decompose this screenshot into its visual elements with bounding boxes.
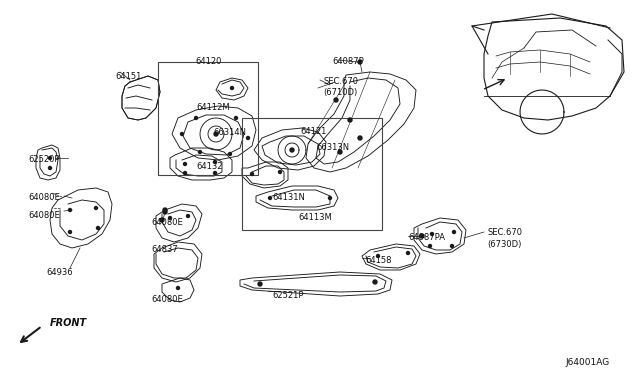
Circle shape — [348, 118, 352, 122]
Circle shape — [358, 136, 362, 140]
Text: 64080E: 64080E — [151, 295, 183, 304]
Circle shape — [269, 196, 271, 199]
Text: 64080E: 64080E — [151, 218, 183, 227]
Circle shape — [177, 286, 179, 289]
Text: 64158: 64158 — [365, 256, 392, 265]
Circle shape — [376, 254, 380, 257]
Circle shape — [97, 227, 99, 230]
Text: 64112M: 64112M — [196, 103, 230, 112]
Text: 64132: 64132 — [196, 162, 223, 171]
Circle shape — [234, 116, 237, 119]
Circle shape — [184, 163, 186, 166]
Text: 64113M: 64113M — [298, 213, 332, 222]
Text: 64936: 64936 — [46, 268, 72, 277]
Circle shape — [406, 251, 410, 254]
Circle shape — [373, 280, 377, 284]
Text: 62521P: 62521P — [272, 291, 303, 300]
Circle shape — [451, 244, 454, 247]
Text: FRONT: FRONT — [50, 318, 87, 328]
Text: 64087P: 64087P — [332, 57, 364, 66]
Circle shape — [258, 282, 262, 286]
Text: 62520P: 62520P — [28, 155, 60, 164]
Text: 64151: 64151 — [115, 72, 141, 81]
Circle shape — [214, 171, 216, 174]
Circle shape — [420, 234, 424, 238]
Circle shape — [68, 231, 72, 234]
Circle shape — [186, 215, 189, 218]
Circle shape — [184, 171, 186, 174]
Circle shape — [160, 218, 164, 222]
Text: SEC.670: SEC.670 — [487, 228, 522, 237]
Text: 64121: 64121 — [300, 127, 326, 136]
Circle shape — [431, 232, 433, 235]
Circle shape — [95, 206, 97, 209]
Text: (6730D): (6730D) — [487, 240, 522, 249]
Text: J64001AG: J64001AG — [565, 358, 609, 367]
Circle shape — [290, 148, 294, 152]
Text: 64120: 64120 — [195, 57, 221, 66]
Circle shape — [338, 150, 342, 154]
Circle shape — [49, 157, 51, 160]
Circle shape — [228, 153, 232, 155]
Circle shape — [214, 160, 216, 164]
Circle shape — [358, 60, 362, 64]
Text: 64080E: 64080E — [28, 211, 60, 220]
Circle shape — [230, 87, 234, 90]
Circle shape — [278, 170, 282, 173]
Text: 66313N: 66313N — [316, 143, 349, 152]
Text: 64837: 64837 — [151, 245, 178, 254]
Bar — [158, 62, 258, 175]
Circle shape — [163, 210, 167, 214]
Text: SEC.670: SEC.670 — [323, 77, 358, 86]
Circle shape — [452, 231, 456, 234]
Text: 64087PA: 64087PA — [408, 233, 445, 242]
Circle shape — [429, 244, 431, 247]
Circle shape — [334, 98, 338, 102]
Circle shape — [68, 208, 72, 212]
Text: 66314N: 66314N — [213, 128, 246, 137]
Circle shape — [168, 217, 172, 219]
Text: 64080E: 64080E — [28, 193, 60, 202]
Circle shape — [214, 132, 218, 136]
Circle shape — [250, 173, 253, 176]
Circle shape — [246, 137, 250, 140]
Circle shape — [163, 208, 167, 212]
Text: 64131N: 64131N — [272, 193, 305, 202]
Circle shape — [198, 151, 202, 154]
Circle shape — [195, 116, 198, 119]
Circle shape — [49, 167, 51, 170]
Bar — [242, 118, 382, 230]
Circle shape — [328, 196, 332, 199]
Text: (6710D): (6710D) — [323, 88, 357, 97]
Circle shape — [180, 132, 184, 135]
